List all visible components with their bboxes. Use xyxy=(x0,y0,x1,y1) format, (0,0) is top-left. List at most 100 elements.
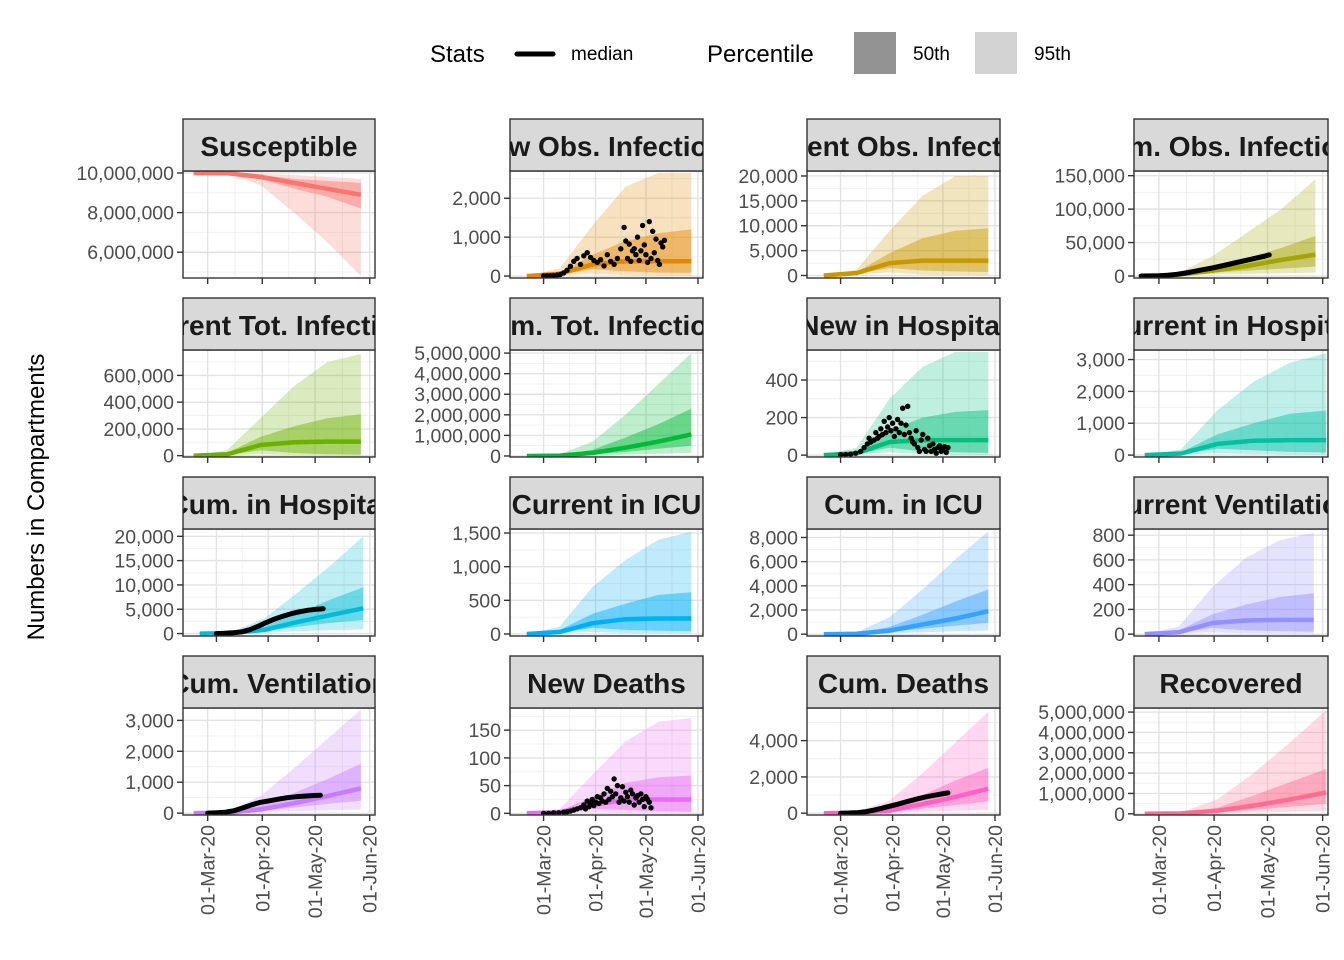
strip-background xyxy=(182,297,376,351)
observed-point xyxy=(618,246,624,252)
observed-point xyxy=(878,426,884,432)
median-line xyxy=(823,609,989,636)
observed-point xyxy=(653,236,659,242)
observed-point xyxy=(886,414,892,421)
observed-point xyxy=(920,431,926,438)
observed-point xyxy=(628,258,634,264)
observed-cumulative-line xyxy=(205,792,323,815)
y-tick-label: 2,000 xyxy=(749,767,798,789)
observed-point xyxy=(604,252,610,258)
observed-point xyxy=(905,403,911,409)
x-tick-label: 01-Apr-20 xyxy=(1204,825,1226,912)
observed-point xyxy=(651,250,657,256)
y-tick-label: 2,000,000 xyxy=(1038,763,1125,785)
x-tick-label: 01-May-20 xyxy=(1257,825,1279,918)
minor-grid xyxy=(183,529,375,636)
x-tick-label: 01-Apr-20 xyxy=(586,825,608,912)
panel-15: Cum. Deaths 0 2,000 4,000 01-Mar-20 01-Apr-20… xyxy=(749,655,1007,918)
y-tick-label: 0 xyxy=(1114,804,1125,826)
p50-band xyxy=(193,414,361,456)
strip-background xyxy=(1133,476,1329,530)
observed-point xyxy=(616,799,622,805)
observed-point xyxy=(636,257,642,264)
legend-stats-title: Stats xyxy=(430,41,485,68)
observed-point xyxy=(643,252,649,258)
y-tick-label: 5,000 xyxy=(125,599,174,621)
panel-3: Current Obs. Infections 0 5,000 10,000 15,00… xyxy=(738,118,1001,288)
x-tick-label: 01-May-20 xyxy=(636,825,658,918)
y-tick-label: 0 xyxy=(1114,624,1125,646)
observed-point xyxy=(853,450,859,456)
y-tick-label: 1,000 xyxy=(452,227,501,249)
strip-background xyxy=(509,476,704,530)
panel-title: Recovered xyxy=(1159,668,1302,699)
y-tick-label: 500 xyxy=(468,590,501,612)
x-tick-label: 01-Mar-20 xyxy=(198,825,220,915)
p95-band xyxy=(823,531,989,635)
median-line xyxy=(193,171,362,198)
y-tick-label: 0 xyxy=(787,266,798,288)
panel-background xyxy=(510,708,703,815)
panel-title: Cum. Deaths xyxy=(818,668,989,699)
observed-point xyxy=(842,451,849,457)
y-tick-label: 2,000 xyxy=(452,188,501,210)
panel-title: New Obs. Infections xyxy=(473,131,741,162)
panel-16: Recovered 01,000,0002,000,0003,000,0004,0… xyxy=(1038,655,1335,918)
strip-background xyxy=(806,118,1001,172)
y-tick-label: 50,000 xyxy=(1065,233,1125,255)
observed-point xyxy=(631,246,637,252)
y-tick-label: 4,000 xyxy=(749,731,798,753)
strip-background xyxy=(182,476,376,530)
observed-point xyxy=(660,244,666,250)
observed-point xyxy=(901,431,907,438)
y-tick-label: 0 xyxy=(1114,445,1125,467)
x-tick-label: 01-Apr-20 xyxy=(883,825,905,912)
panel-10: Current in ICU 0 500 1,000 1,500 xyxy=(452,476,704,646)
p95-band xyxy=(193,354,361,456)
y-tick-label: 200 xyxy=(1092,599,1125,621)
x-tick-label: 01-Jun-20 xyxy=(360,825,382,913)
legend-p95-swatch xyxy=(975,32,1017,74)
y-tick-label: 150,000 xyxy=(1055,166,1126,188)
minor-grid xyxy=(510,350,703,457)
y-tick-label: 8,000 xyxy=(749,527,798,549)
observed-point xyxy=(621,224,627,231)
y-tick-label: 1,500 xyxy=(452,523,501,545)
observed-point xyxy=(900,405,906,411)
strip-background xyxy=(1133,118,1329,172)
panel-7: New in Hospital 0 200 400 xyxy=(765,297,1001,467)
observed-point xyxy=(608,788,614,794)
observed-point xyxy=(906,429,913,436)
strip-background xyxy=(806,297,1001,351)
legend-p50-swatch xyxy=(854,32,896,74)
observed-point xyxy=(646,218,652,225)
median-line xyxy=(823,258,989,278)
y-tick-label: 1,000 xyxy=(125,772,174,794)
y-tick-label: 200,000 xyxy=(104,419,175,441)
x-tick-label: 01-May-20 xyxy=(305,825,327,918)
y-tick-label: 3,000 xyxy=(1076,350,1125,372)
p95-band xyxy=(193,173,361,276)
y-tick-label: 1,000,000 xyxy=(414,425,501,447)
major-grid xyxy=(807,529,1000,636)
y-tick-label: 150 xyxy=(468,720,501,742)
legend: Stats median Percentile 50th 95th xyxy=(430,32,1071,74)
observed-point xyxy=(624,794,631,800)
observed-point xyxy=(898,420,904,426)
observed-points xyxy=(1138,252,1272,278)
panel-title: Cum. Ventilation xyxy=(169,668,388,699)
observed-cumulative-line xyxy=(1138,252,1272,278)
panel-title: Current in Hospital xyxy=(1105,310,1344,341)
panel-background xyxy=(183,171,375,278)
y-tick-label: 0 xyxy=(163,446,174,468)
observed-point xyxy=(540,810,547,815)
y-tick-label: 0 xyxy=(490,446,501,468)
observed-point xyxy=(884,424,891,430)
strip-background xyxy=(509,297,704,351)
y-tick-label: 6,000,000 xyxy=(87,242,174,264)
minor-grid xyxy=(807,350,1000,457)
panel-14: New Deaths 0 50 100 150 01-Mar-20 01-Apr-20 01-… xyxy=(468,655,710,918)
observed-point xyxy=(629,791,636,797)
y-tick-label: 3,000 xyxy=(125,710,174,732)
